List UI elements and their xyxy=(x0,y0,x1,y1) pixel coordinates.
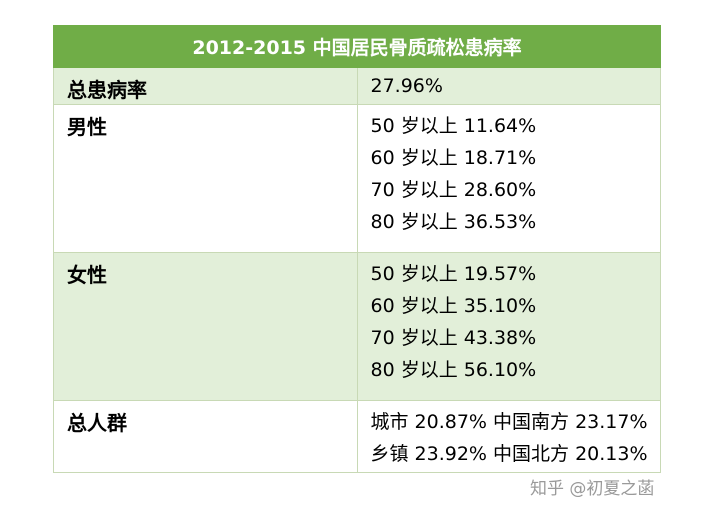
table-header-row: 2012-2015 中国居民骨质疏松患病率 xyxy=(53,25,661,68)
value-line: 27.96% xyxy=(370,75,443,97)
value-line: 50 岁以上 19.57% xyxy=(370,263,537,285)
row-value-female: 50 岁以上 19.57% 60 岁以上 35.10% 70 岁以上 43.38… xyxy=(356,252,661,401)
osteoporosis-prevalence-table: 2012-2015 中国居民骨质疏松患病率 总患病率 27.96% 男性 50 … xyxy=(53,25,661,473)
value-line: 60 岁以上 18.71% xyxy=(370,147,537,169)
value-line: 70 岁以上 28.60% xyxy=(370,179,537,201)
row-label-female: 女性 xyxy=(53,252,358,401)
table-row-female: 女性 50 岁以上 19.57% 60 岁以上 35.10% 70 岁以上 43… xyxy=(53,252,661,401)
row-label-total: 总患病率 xyxy=(53,67,358,105)
row-value-all: 城市 20.87% 中国南方 23.17% 乡镇 23.92% 中国北方 20.… xyxy=(356,400,661,473)
value-line: 乡镇 23.92% 中国北方 20.13% xyxy=(370,443,648,465)
table-title: 2012-2015 中国居民骨质疏松患病率 xyxy=(53,25,661,68)
value-line: 城市 20.87% 中国南方 23.17% xyxy=(370,411,648,433)
row-label-male: 男性 xyxy=(53,104,358,253)
value-line: 70 岁以上 43.38% xyxy=(370,327,537,349)
value-line: 50 岁以上 11.64% xyxy=(370,115,537,137)
watermark: 知乎 @初夏之菡 xyxy=(530,479,655,499)
value-line: 60 岁以上 35.10% xyxy=(370,295,537,317)
table-row-all: 总人群 城市 20.87% 中国南方 23.17% 乡镇 23.92% 中国北方… xyxy=(53,400,661,473)
row-value-male: 50 岁以上 11.64% 60 岁以上 18.71% 70 岁以上 28.60… xyxy=(356,104,661,253)
value-line: 80 岁以上 36.53% xyxy=(370,211,537,233)
row-value-total: 27.96% xyxy=(356,67,661,105)
value-line: 80 岁以上 56.10% xyxy=(370,359,537,381)
table-row-male: 男性 50 岁以上 11.64% 60 岁以上 18.71% 70 岁以上 28… xyxy=(53,104,661,253)
table-row-total: 总患病率 27.96% xyxy=(53,67,661,105)
row-label-all: 总人群 xyxy=(53,400,358,473)
